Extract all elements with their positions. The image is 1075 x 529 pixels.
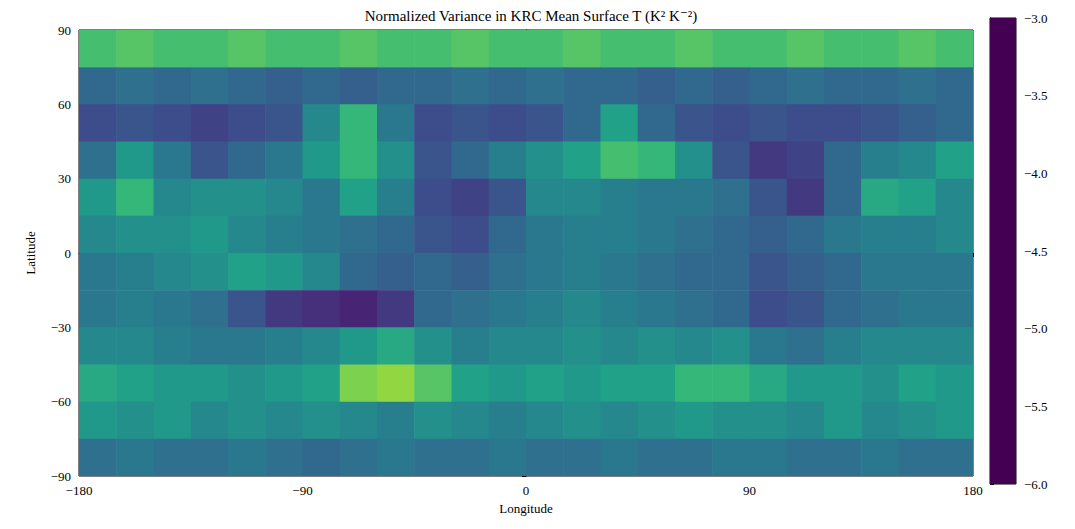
svg-text:30: 30	[58, 171, 71, 186]
svg-text:180: 180	[963, 483, 983, 498]
svg-text:Longitude: Longitude	[499, 501, 553, 516]
svg-text:−90: −90	[292, 483, 312, 498]
svg-text:60: 60	[58, 97, 71, 112]
svg-text:−4.5: −4.5	[1024, 244, 1048, 259]
svg-text:−3.5: −3.5	[1024, 88, 1048, 103]
svg-text:−3.0: −3.0	[1024, 11, 1048, 26]
svg-text:−4.0: −4.0	[1024, 166, 1048, 181]
svg-text:−30: −30	[51, 320, 71, 335]
svg-text:Normalized Variance in KRC Mea: Normalized Variance in KRC Mean Surface …	[365, 8, 698, 25]
svg-text:−60: −60	[51, 394, 71, 409]
svg-text:90: 90	[58, 23, 71, 38]
svg-text:90: 90	[743, 483, 756, 498]
svg-text:−90: −90	[51, 469, 71, 484]
svg-text:−5.5: −5.5	[1024, 399, 1048, 414]
svg-text:−180: −180	[66, 483, 93, 498]
svg-text:0: 0	[523, 483, 530, 498]
svg-text:Latitude: Latitude	[23, 231, 38, 275]
svg-text:0: 0	[65, 246, 72, 261]
svg-text:−5.0: −5.0	[1024, 321, 1048, 336]
svg-text:−6.0: −6.0	[1024, 477, 1048, 492]
